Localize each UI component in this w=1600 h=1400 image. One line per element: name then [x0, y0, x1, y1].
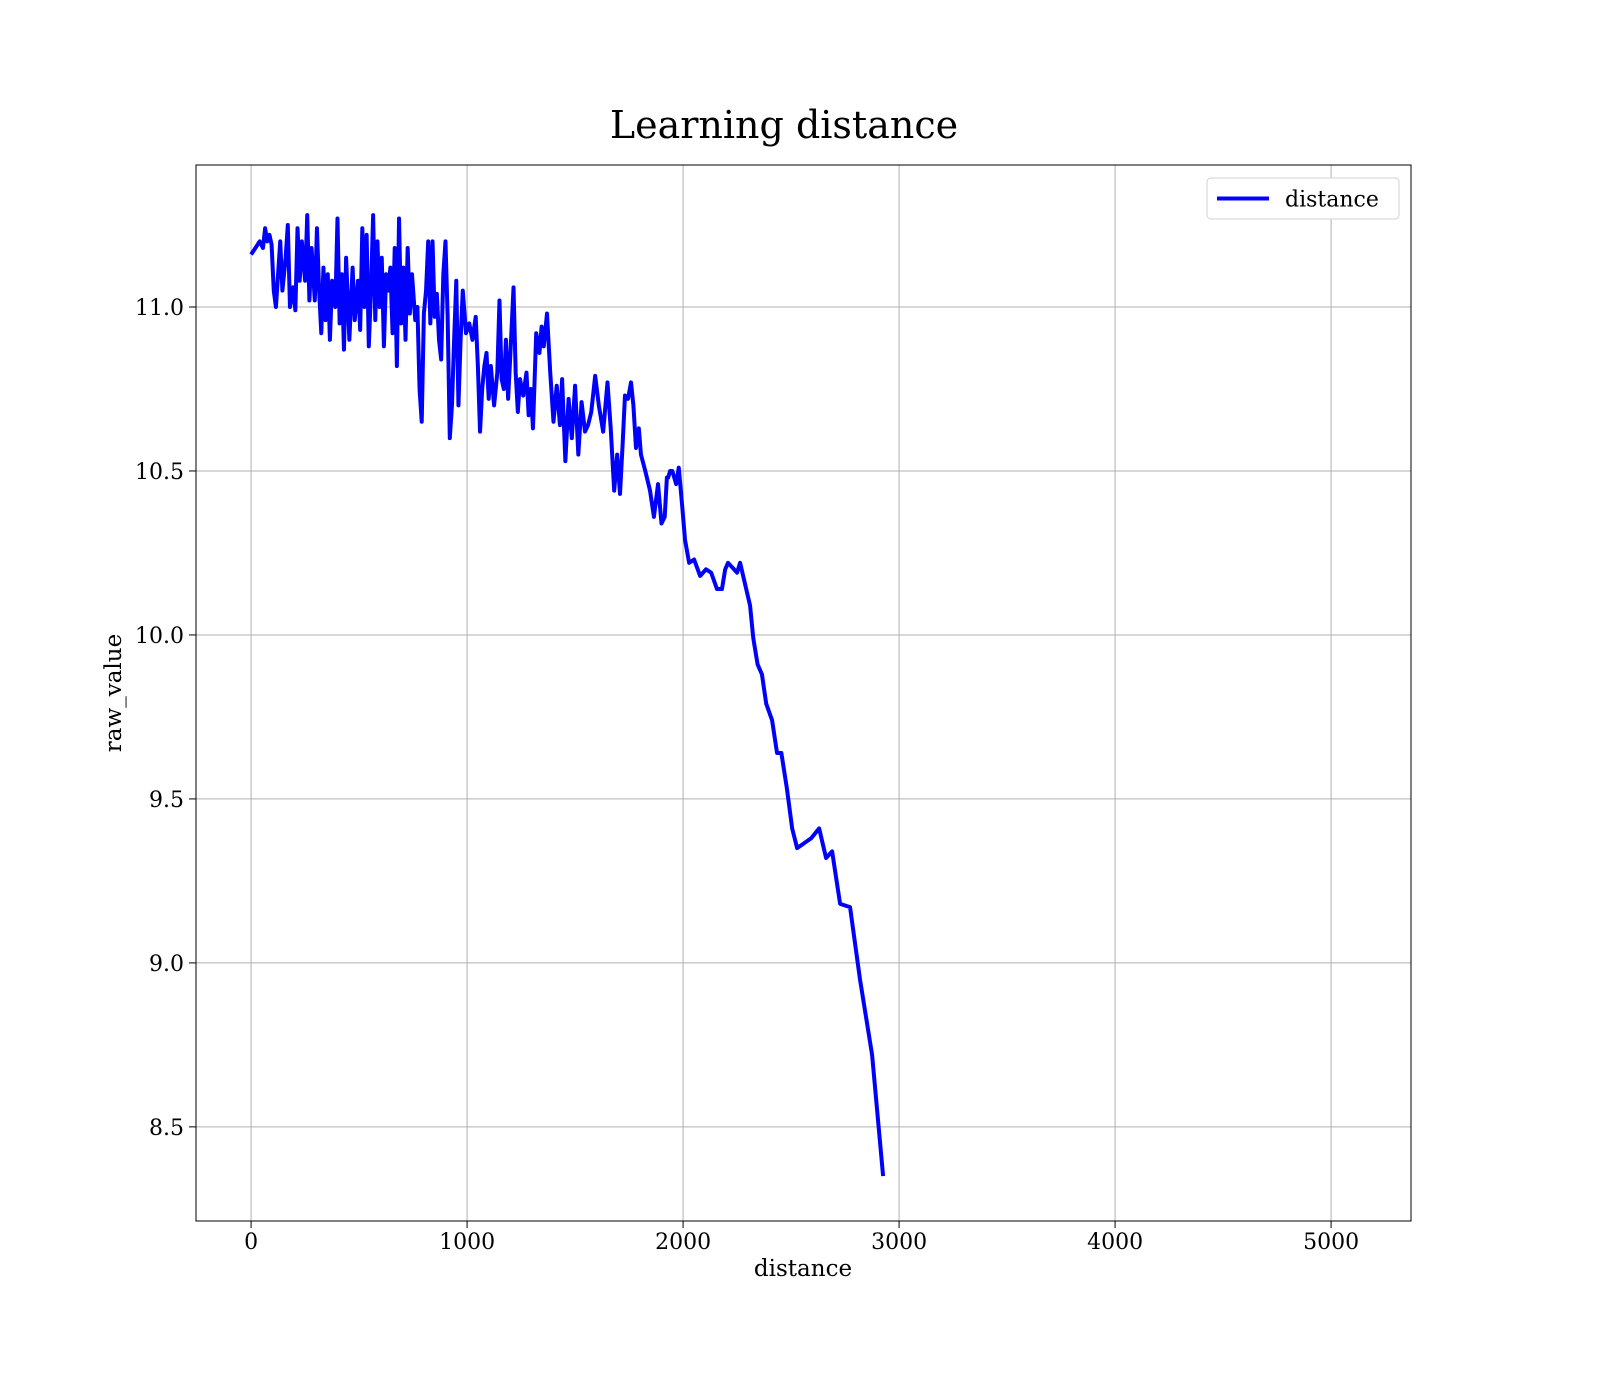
x-axis-label: distance — [754, 1256, 852, 1282]
x-tick-label: 2000 — [655, 1230, 711, 1255]
y-axis-label: raw_value — [101, 634, 127, 752]
legend-label: distance — [1285, 188, 1379, 213]
x-tick-label: 3000 — [871, 1230, 927, 1255]
x-tick-label: 1000 — [439, 1230, 495, 1255]
y-tick-label: 10.5 — [135, 460, 184, 485]
x-tick-label: 5000 — [1303, 1230, 1359, 1255]
y-tick-label: 11.0 — [135, 296, 184, 321]
x-tick-label: 0 — [244, 1230, 258, 1255]
plot-frame — [195, 164, 1412, 1222]
y-tick-label: 8.5 — [149, 1116, 184, 1141]
y-tick-label: 10.0 — [135, 624, 184, 649]
y-tick-label: 9.5 — [149, 788, 184, 813]
y-tick-label: 9.0 — [149, 952, 184, 977]
x-tick-label: 4000 — [1087, 1230, 1143, 1255]
legend-box — [1206, 177, 1400, 220]
chart-title: Learning distance — [610, 103, 958, 147]
data-line — [249, 213, 886, 1177]
